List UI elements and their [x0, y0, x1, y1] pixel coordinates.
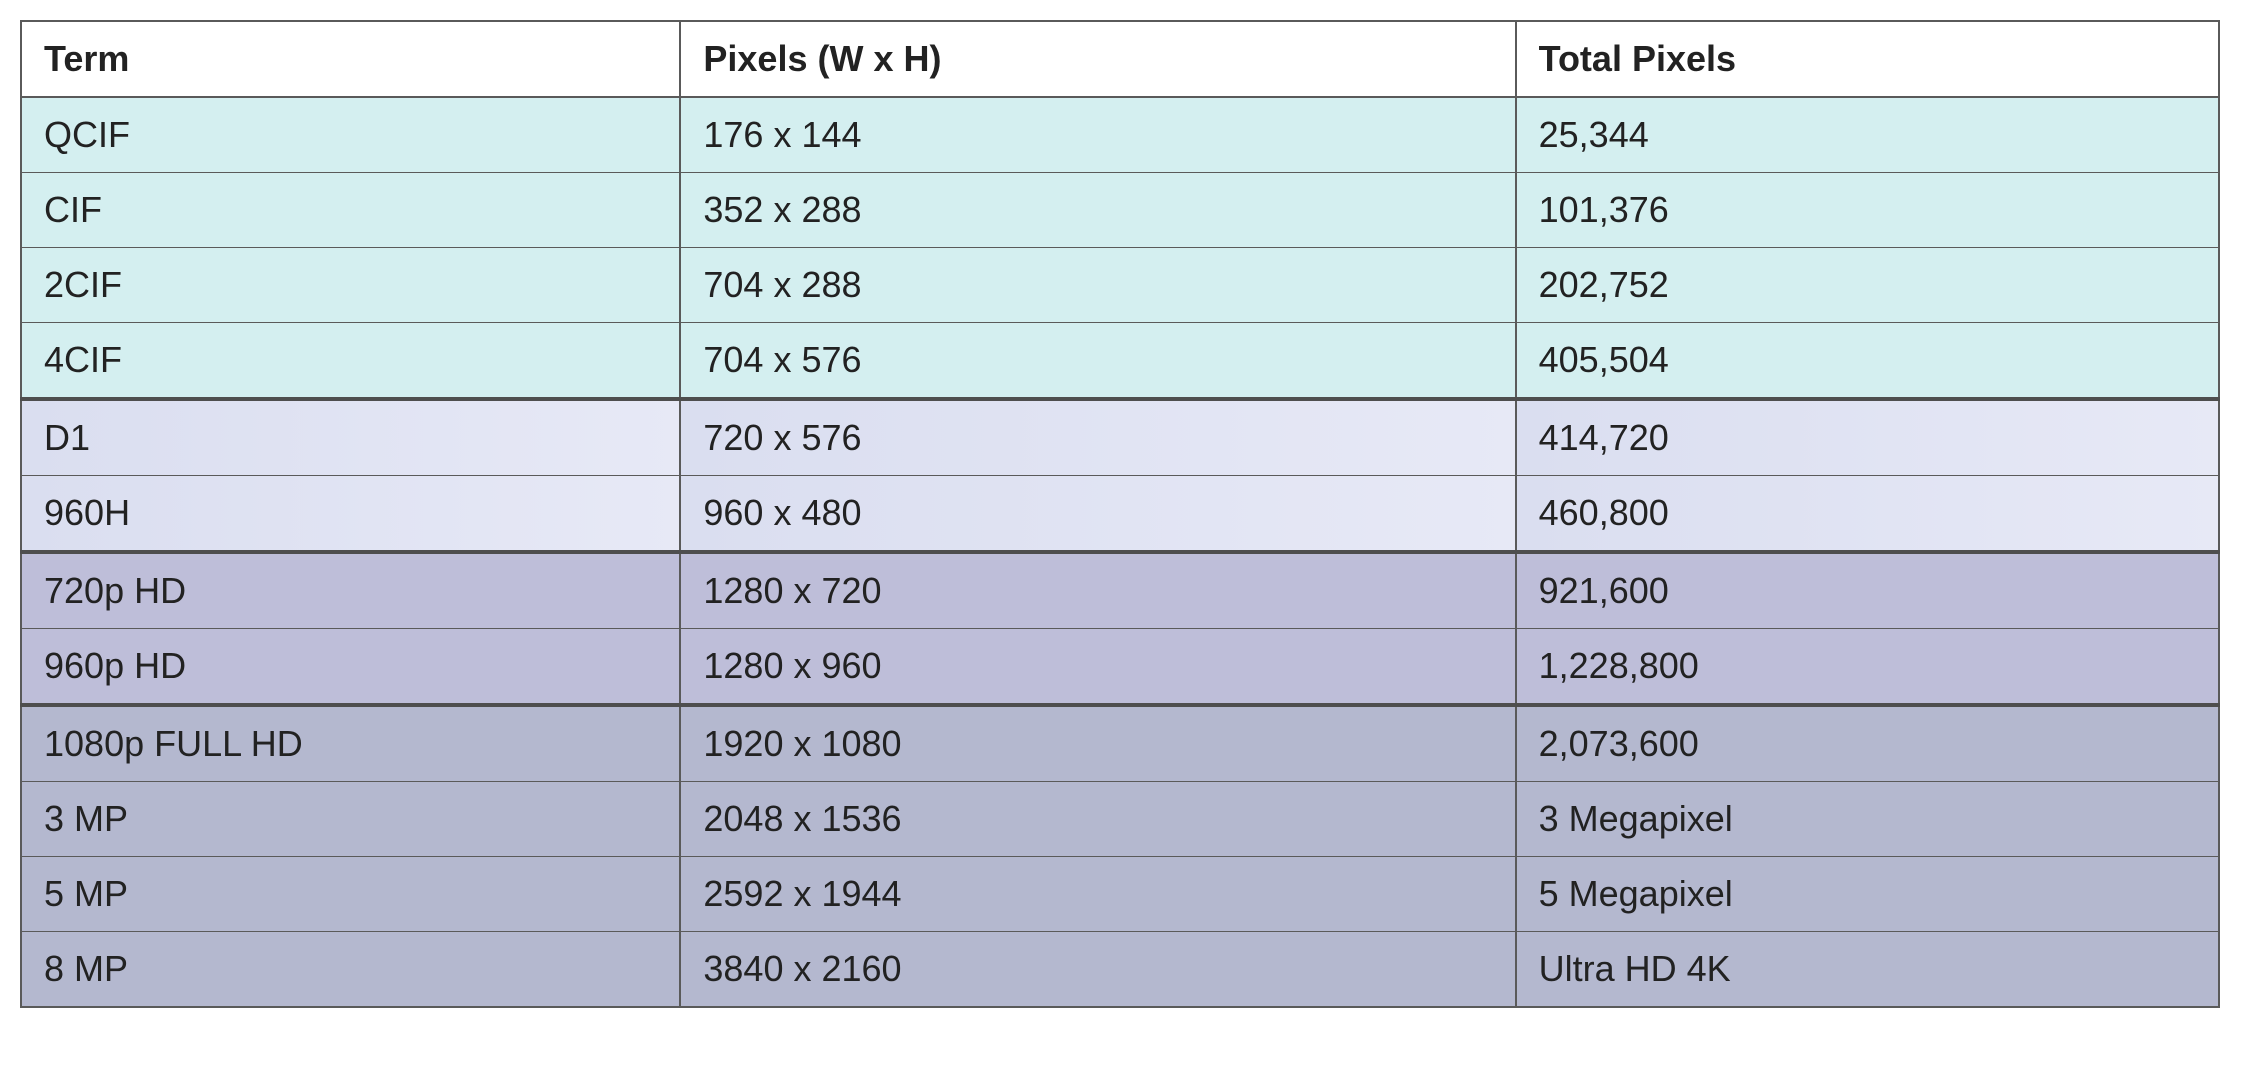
table-row: 8 MP3840 x 2160Ultra HD 4K: [21, 932, 2219, 1008]
table-cell: 921,600: [1516, 552, 2219, 629]
table-cell: 720p HD: [21, 552, 680, 629]
table-cell: 5 MP: [21, 857, 680, 932]
table-header-row: Term Pixels (W x H) Total Pixels: [21, 21, 2219, 97]
column-header-pixels: Pixels (W x H): [680, 21, 1515, 97]
table-cell: 960 x 480: [680, 476, 1515, 553]
table-cell: 1280 x 960: [680, 629, 1515, 706]
table-cell: 5 Megapixel: [1516, 857, 2219, 932]
table-cell: 202,752: [1516, 248, 2219, 323]
table-cell: 2CIF: [21, 248, 680, 323]
table-cell: 2592 x 1944: [680, 857, 1515, 932]
table-cell: 8 MP: [21, 932, 680, 1008]
table-row: 960H960 x 480460,800: [21, 476, 2219, 553]
table-cell: Ultra HD 4K: [1516, 932, 2219, 1008]
table-row: QCIF176 x 14425,344: [21, 97, 2219, 173]
table-cell: 3 MP: [21, 782, 680, 857]
table-cell: 1,228,800: [1516, 629, 2219, 706]
table-cell: 101,376: [1516, 173, 2219, 248]
table-cell: 176 x 144: [680, 97, 1515, 173]
table-row: 1080p FULL HD1920 x 10802,073,600: [21, 705, 2219, 782]
table-cell: QCIF: [21, 97, 680, 173]
table-cell: 3 Megapixel: [1516, 782, 2219, 857]
table-cell: 2,073,600: [1516, 705, 2219, 782]
table-cell: 352 x 288: [680, 173, 1515, 248]
table-row: 4CIF704 x 576405,504: [21, 323, 2219, 400]
table-cell: 704 x 288: [680, 248, 1515, 323]
table-row: 3 MP2048 x 15363 Megapixel: [21, 782, 2219, 857]
table-row: 960p HD1280 x 9601,228,800: [21, 629, 2219, 706]
table-cell: 2048 x 1536: [680, 782, 1515, 857]
table-cell: 460,800: [1516, 476, 2219, 553]
table-cell: D1: [21, 399, 680, 476]
table-cell: 25,344: [1516, 97, 2219, 173]
table-body: QCIF176 x 14425,344CIF352 x 288101,3762C…: [21, 97, 2219, 1007]
column-header-term: Term: [21, 21, 680, 97]
table-cell: 1920 x 1080: [680, 705, 1515, 782]
table-row: CIF352 x 288101,376: [21, 173, 2219, 248]
table-cell: CIF: [21, 173, 680, 248]
resolution-table: Term Pixels (W x H) Total Pixels QCIF176…: [20, 20, 2220, 1008]
table-cell: 1280 x 720: [680, 552, 1515, 629]
table-row: 5 MP2592 x 19445 Megapixel: [21, 857, 2219, 932]
table-cell: 720 x 576: [680, 399, 1515, 476]
table-row: 720p HD1280 x 720921,600: [21, 552, 2219, 629]
table-cell: 960p HD: [21, 629, 680, 706]
table-cell: 414,720: [1516, 399, 2219, 476]
column-header-total: Total Pixels: [1516, 21, 2219, 97]
table-cell: 4CIF: [21, 323, 680, 400]
table-row: D1720 x 576414,720: [21, 399, 2219, 476]
table-row: 2CIF704 x 288202,752: [21, 248, 2219, 323]
table-cell: 3840 x 2160: [680, 932, 1515, 1008]
table-cell: 405,504: [1516, 323, 2219, 400]
table-cell: 1080p FULL HD: [21, 705, 680, 782]
table-cell: 704 x 576: [680, 323, 1515, 400]
table-cell: 960H: [21, 476, 680, 553]
